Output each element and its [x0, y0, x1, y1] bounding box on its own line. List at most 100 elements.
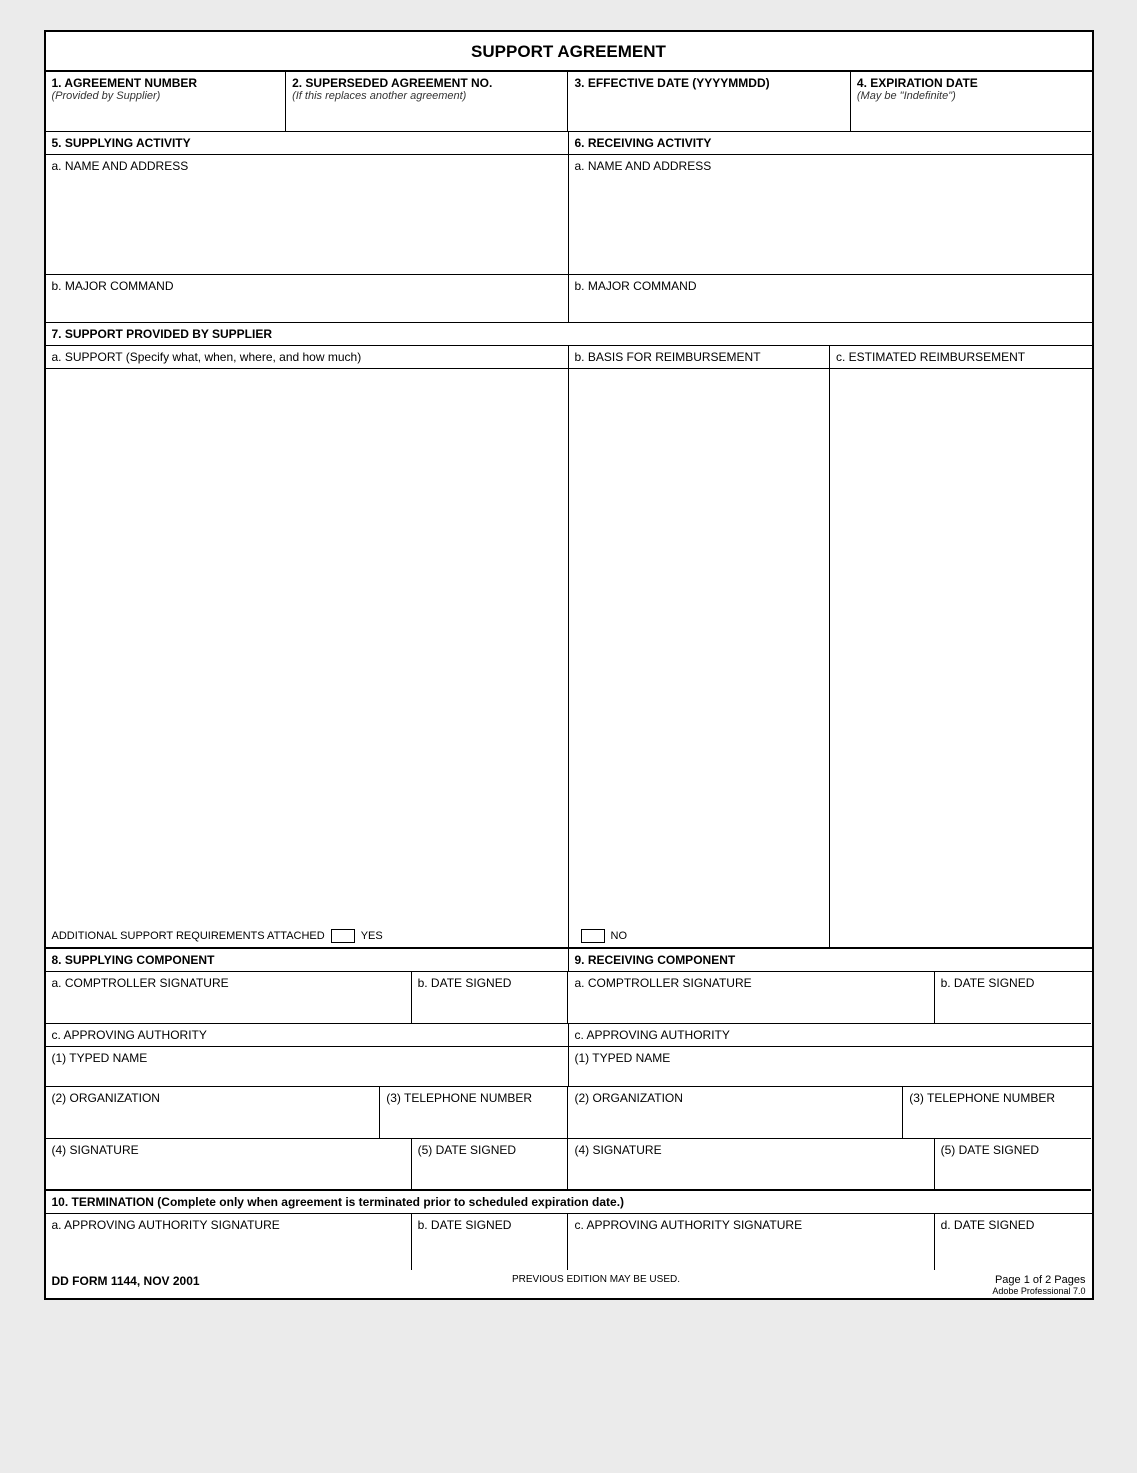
footer-page: Page 1 of 2 Pages — [992, 1274, 1085, 1286]
checkbox-no[interactable] — [581, 929, 605, 943]
footer-adobe: Adobe Professional 7.0 — [992, 1286, 1085, 1296]
label-5b: b. MAJOR COMMAND — [52, 279, 174, 293]
field-agreement-number: 1. AGREEMENT NUMBER (Provided by Supplie… — [46, 72, 287, 132]
row-c4-c5: (4) SIGNATURE (5) DATE SIGNED (4) SIGNAT… — [46, 1139, 1092, 1191]
field-5a: a. NAME AND ADDRESS — [46, 155, 569, 275]
field-8b: b. DATE SIGNED — [412, 972, 569, 1024]
form-page: SUPPORT AGREEMENT 1. AGREEMENT NUMBER (P… — [44, 30, 1094, 1300]
field-10d: d. DATE SIGNED — [935, 1214, 1092, 1270]
label-8b: b. DATE SIGNED — [418, 976, 512, 990]
row-5-6-head: 5. SUPPLYING ACTIVITY 6. RECEIVING ACTIV… — [46, 132, 1092, 155]
col-7a: ADDITIONAL SUPPORT REQUIREMENTS ATTACHED… — [46, 369, 569, 947]
row-c2-c3: (2) ORGANIZATION (3) TELEPHONE NUMBER (2… — [46, 1087, 1092, 1139]
label-7a-cell: a. SUPPORT (Specify what, when, where, a… — [46, 346, 569, 369]
head-8: 8. SUPPLYING COMPONENT — [46, 949, 569, 972]
footer-prev-edition: PREVIOUS EDITION MAY BE USED. — [512, 1274, 680, 1296]
label-2: 2. SUPERSEDED AGREEMENT NO. — [292, 76, 561, 90]
label-4: 4. EXPIRATION DATE — [857, 76, 1086, 90]
head-10: 10. TERMINATION (Complete only when agre… — [46, 1191, 1092, 1214]
field-9b: b. DATE SIGNED — [935, 972, 1092, 1024]
row-8c-9c: c. APPROVING AUTHORITY c. APPROVING AUTH… — [46, 1024, 1092, 1047]
head-9: 9. RECEIVING COMPONENT — [569, 949, 1092, 972]
field-superseded-no: 2. SUPERSEDED AGREEMENT NO. (If this rep… — [286, 72, 568, 132]
label-5a: a. NAME AND ADDRESS — [52, 159, 189, 173]
field-10a: a. APPROVING AUTHORITY SIGNATURE — [46, 1214, 412, 1270]
label-yes: YES — [361, 930, 383, 942]
label-9c1: (1) TYPED NAME — [575, 1051, 671, 1065]
label-8c4: (4) SIGNATURE — [52, 1143, 139, 1157]
field-10b: b. DATE SIGNED — [412, 1214, 569, 1270]
label-8c: c. APPROVING AUTHORITY — [52, 1028, 207, 1042]
label-7a: a. SUPPORT (Specify what, when, where, a… — [52, 350, 362, 364]
field-10c: c. APPROVING AUTHORITY SIGNATURE — [568, 1214, 934, 1270]
field-8c5: (5) DATE SIGNED — [412, 1139, 569, 1191]
label-8c5: (5) DATE SIGNED — [418, 1143, 516, 1157]
checkbox-yes[interactable] — [331, 929, 355, 943]
row-10: a. APPROVING AUTHORITY SIGNATURE b. DATE… — [46, 1214, 1092, 1270]
head-7: 7. SUPPORT PROVIDED BY SUPPLIER — [46, 323, 1092, 346]
sub-4: (May be "Indefinite") — [857, 90, 1086, 102]
row-8-9-head: 8. SUPPLYING COMPONENT 9. RECEIVING COMP… — [46, 949, 1092, 972]
row-5a-6a: a. NAME AND ADDRESS a. NAME AND ADDRESS — [46, 155, 1092, 275]
field-8a: a. COMPTROLLER SIGNATURE — [46, 972, 412, 1024]
field-9c1: (1) TYPED NAME — [569, 1047, 1092, 1087]
label-9c: c. APPROVING AUTHORITY — [575, 1028, 730, 1042]
label-10d: d. DATE SIGNED — [941, 1218, 1035, 1232]
field-9c5: (5) DATE SIGNED — [935, 1139, 1092, 1191]
label-8c1: (1) TYPED NAME — [52, 1051, 148, 1065]
field-9c: c. APPROVING AUTHORITY — [569, 1024, 1092, 1047]
label-9c2: (2) ORGANIZATION — [574, 1091, 682, 1105]
row-c1: (1) TYPED NAME (1) TYPED NAME — [46, 1047, 1092, 1087]
row-8ab-9ab: a. COMPTROLLER SIGNATURE b. DATE SIGNED … — [46, 972, 1092, 1024]
form-footer: DD FORM 1144, NOV 2001 PREVIOUS EDITION … — [46, 1270, 1092, 1298]
footer-right: Page 1 of 2 Pages Adobe Professional 7.0 — [992, 1274, 1085, 1296]
label-3: 3. EFFECTIVE DATE (YYYYMMDD) — [574, 76, 843, 90]
row-5b-6b: b. MAJOR COMMAND b. MAJOR COMMAND — [46, 275, 1092, 323]
sub-2: (If this replaces another agreement) — [292, 90, 561, 102]
label-1: 1. AGREEMENT NUMBER — [52, 76, 280, 90]
col-7b: NO — [569, 369, 831, 947]
footer-form-id: DD FORM 1144, NOV 2001 — [52, 1274, 200, 1296]
label-9c5: (5) DATE SIGNED — [941, 1143, 1039, 1157]
col-7c — [830, 369, 1092, 947]
support-body: ADDITIONAL SUPPORT REQUIREMENTS ATTACHED… — [46, 369, 1092, 949]
label-9c3: (3) TELEPHONE NUMBER — [909, 1091, 1055, 1105]
sub-1: (Provided by Supplier) — [52, 90, 280, 102]
label-9c4: (4) SIGNATURE — [574, 1143, 661, 1157]
label-7c: c. ESTIMATED REIMBURSEMENT — [836, 350, 1025, 364]
label-7b: b. BASIS FOR REIMBURSEMENT — [575, 350, 761, 364]
field-9c4: (4) SIGNATURE — [568, 1139, 934, 1191]
label-10c: c. APPROVING AUTHORITY SIGNATURE — [574, 1218, 802, 1232]
label-6b: b. MAJOR COMMAND — [575, 279, 697, 293]
field-6a: a. NAME AND ADDRESS — [569, 155, 1092, 275]
label-9a: a. COMPTROLLER SIGNATURE — [574, 976, 751, 990]
label-7b-cell: b. BASIS FOR REIMBURSEMENT — [569, 346, 831, 369]
label-8a: a. COMPTROLLER SIGNATURE — [52, 976, 229, 990]
field-8c4: (4) SIGNATURE — [46, 1139, 412, 1191]
addl-attached-row: ADDITIONAL SUPPORT REQUIREMENTS ATTACHED… — [46, 925, 568, 947]
head-5: 5. SUPPLYING ACTIVITY — [46, 132, 569, 155]
field-6b: b. MAJOR COMMAND — [569, 275, 1092, 323]
field-8c: c. APPROVING AUTHORITY — [46, 1024, 569, 1047]
row-1-4: 1. AGREEMENT NUMBER (Provided by Supplie… — [46, 72, 1092, 132]
field-8c2: (2) ORGANIZATION — [46, 1087, 381, 1139]
label-10a: a. APPROVING AUTHORITY SIGNATURE — [52, 1218, 280, 1232]
row-7-subhead: a. SUPPORT (Specify what, when, where, a… — [46, 346, 1092, 369]
field-9a: a. COMPTROLLER SIGNATURE — [568, 972, 934, 1024]
head-6: 6. RECEIVING ACTIVITY — [569, 132, 1092, 155]
field-effective-date: 3. EFFECTIVE DATE (YYYYMMDD) — [568, 72, 850, 132]
form-title: SUPPORT AGREEMENT — [46, 32, 1092, 72]
label-9b: b. DATE SIGNED — [941, 976, 1035, 990]
field-9c3: (3) TELEPHONE NUMBER — [903, 1087, 1091, 1139]
field-8c1: (1) TYPED NAME — [46, 1047, 569, 1087]
label-8c3: (3) TELEPHONE NUMBER — [386, 1091, 532, 1105]
field-expiration-date: 4. EXPIRATION DATE (May be "Indefinite") — [851, 72, 1092, 132]
label-no: NO — [611, 930, 628, 942]
label-addl: ADDITIONAL SUPPORT REQUIREMENTS ATTACHED — [52, 930, 325, 942]
field-5b: b. MAJOR COMMAND — [46, 275, 569, 323]
field-9c2: (2) ORGANIZATION — [568, 1087, 903, 1139]
label-6a: a. NAME AND ADDRESS — [575, 159, 712, 173]
label-7c-cell: c. ESTIMATED REIMBURSEMENT — [830, 346, 1092, 369]
label-8c2: (2) ORGANIZATION — [52, 1091, 160, 1105]
field-8c3: (3) TELEPHONE NUMBER — [380, 1087, 568, 1139]
